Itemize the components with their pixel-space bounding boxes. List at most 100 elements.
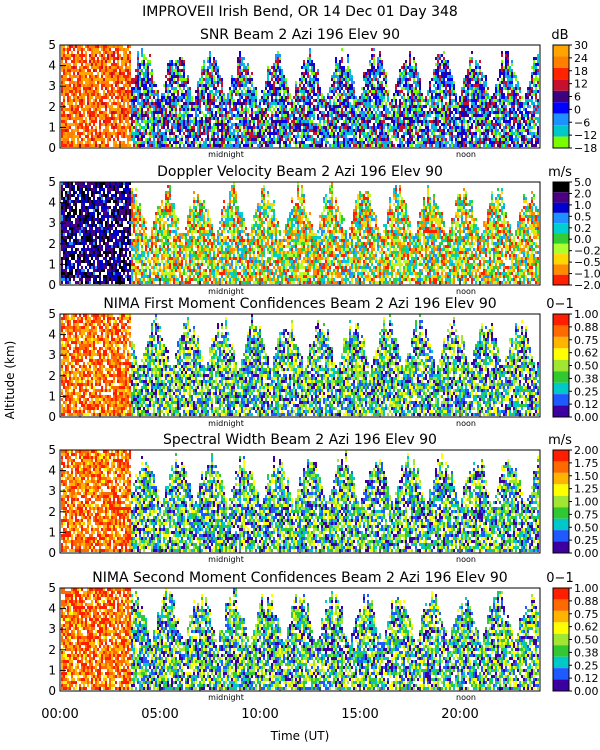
heatmap-cell [135,108,137,111]
heatmap-cell [95,60,97,63]
heatmap-cell [65,114,67,117]
heatmap-cell [123,126,125,129]
heatmap-cell [73,135,75,138]
heatmap-cell [95,90,97,93]
heatmap-cell [75,60,77,63]
heatmap-cell [161,123,163,126]
heatmap-cell [131,129,133,132]
heatmap-cell [143,60,145,63]
heatmap-cell [117,93,119,96]
heatmap-cell [145,63,147,66]
heatmap-cell [125,51,127,54]
heatmap-cell [131,123,133,126]
heatmap-cell [67,138,69,141]
heatmap-cell [147,96,149,99]
heatmap-cell [103,78,105,81]
heatmap-cell [67,48,69,51]
heatmap-cell [129,78,131,81]
heatmap-cell [123,48,125,51]
heatmap-cell [101,114,103,117]
heatmap-cell [69,87,71,90]
heatmap-cell [61,138,63,141]
heatmap-cell [61,48,63,51]
heatmap-cell [81,51,83,54]
heatmap-cell [151,87,153,90]
heatmap-cell [155,141,157,144]
heatmap-cell [105,57,107,60]
heatmap-cell [97,93,99,96]
heatmap-cell [115,84,117,87]
heatmap-cell [125,135,127,138]
heatmap-cell [111,87,113,90]
heatmap-cell [83,129,85,132]
heatmap-cell [69,66,71,69]
heatmap-cell [79,60,81,63]
heatmap-cell [147,99,149,102]
heatmap-cell [71,105,73,108]
heatmap-cell [63,102,65,105]
heatmap-cell [113,144,115,147]
heatmap-cell [113,120,115,123]
heatmap-cell [141,51,143,54]
heatmap-cell [81,102,83,105]
heatmap-cell [123,132,125,135]
heatmap-cell [75,81,77,84]
heatmap-cell [147,60,149,63]
heatmap-cell [141,72,143,75]
heatmap-cell [97,102,99,105]
heatmap-cell [91,57,93,60]
heatmap-cell [79,111,81,114]
heatmap-cell [85,57,87,60]
heatmap-cell [75,102,77,105]
heatmap-cell [131,126,133,129]
heatmap-cell [139,93,141,96]
heatmap-cell [147,117,149,120]
heatmap-cell [127,123,129,126]
heatmap-cell [63,51,65,54]
heatmap-cell [77,72,79,75]
heatmap-cell [99,66,101,69]
heatmap-cell [95,120,97,123]
heatmap-cell [119,123,121,126]
heatmap-cell [71,99,73,102]
heatmap-cell [151,132,153,135]
heatmap-cell [77,84,79,87]
heatmap-cell [153,96,155,99]
heatmap-cell [99,96,101,99]
heatmap-cell [77,129,79,132]
heatmap-cell [145,102,147,105]
heatmap-cell [137,117,139,120]
heatmap-cell [117,99,119,102]
heatmap-cell [117,90,119,93]
heatmap-cell [75,93,77,96]
heatmap-cell [103,51,105,54]
heatmap-cell [61,87,63,90]
heatmap-cell [101,54,103,57]
heatmap-cell [83,75,85,78]
heatmap-cell [131,105,133,108]
heatmap-cell [107,78,109,81]
heatmap-cell [131,117,133,120]
heatmap-cell [129,108,131,111]
heatmap-cell [147,123,149,126]
heatmap-cell [91,72,93,75]
heatmap-cell [125,144,127,147]
heatmap-cell [99,93,101,96]
heatmap-cell [153,93,155,96]
heatmap-cell [87,135,89,138]
heatmap-cell [147,78,149,81]
heatmap-cell [125,69,127,72]
heatmap-cell [117,72,119,75]
heatmap-cell [87,93,89,96]
heatmap-cell [63,135,65,138]
heatmap-cell [123,69,125,72]
heatmap-cell [113,117,115,120]
heatmap-cell [157,105,159,108]
heatmap-cell [163,117,165,120]
heatmap-cell [125,54,127,57]
heatmap-cell [131,90,133,93]
heatmap-cell [145,96,147,99]
heatmap-cell [129,93,131,96]
heatmap-cell [131,102,133,105]
heatmap-cell [89,54,91,57]
